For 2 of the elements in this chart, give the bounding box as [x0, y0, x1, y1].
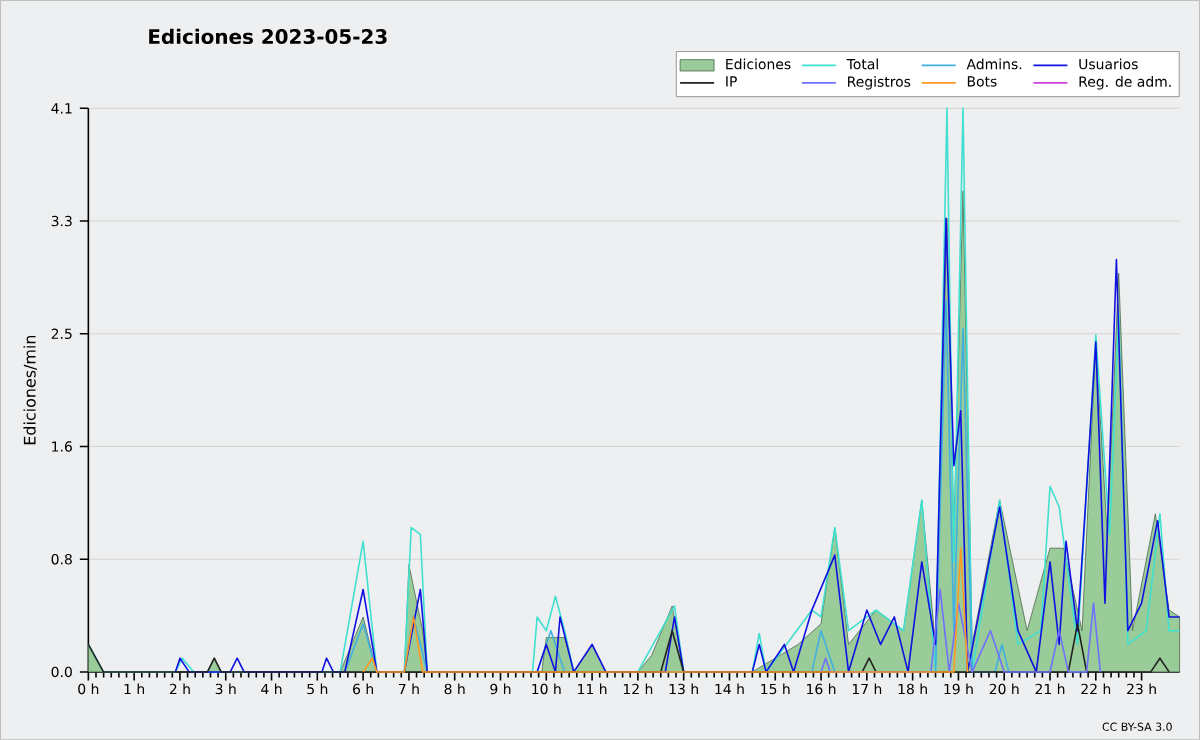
line-series [362, 547, 969, 673]
chart-title: Ediciones 2023-05-23 [149, 28, 387, 44]
